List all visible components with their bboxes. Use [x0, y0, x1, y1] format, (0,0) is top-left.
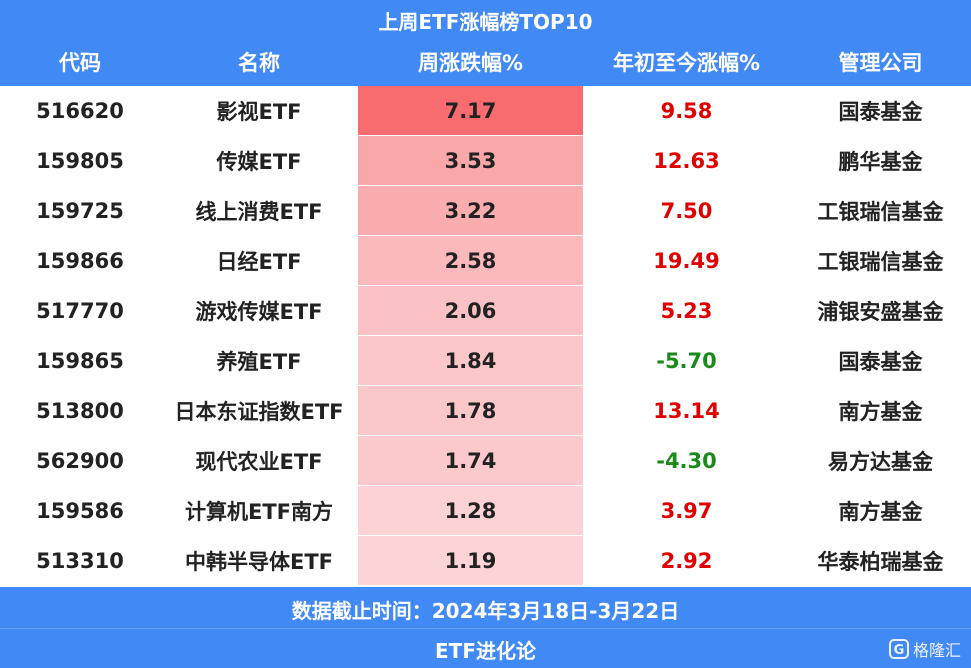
ytd-change: 7.50: [660, 199, 713, 223]
name: 日经ETF: [216, 250, 302, 274]
date-note: 数据截止时间：2024年3月18日-3月22日: [291, 599, 680, 623]
code: 159725: [36, 199, 124, 223]
title: 上周ETF涨幅榜TOP10: [378, 10, 593, 34]
ytd-change: 9.58: [660, 99, 713, 123]
ytd-change: 19.49: [653, 249, 720, 273]
svg-text:G: G: [894, 643, 905, 658]
company: 鹏华基金: [838, 150, 923, 174]
source: ETF进化论: [435, 639, 536, 663]
name: 养殖ETF: [216, 350, 302, 374]
column-header: 年初至今涨幅%: [612, 51, 761, 75]
ytd-change: -5.70: [656, 349, 717, 373]
name: 影视ETF: [216, 100, 302, 124]
code: 159866: [36, 249, 124, 273]
week-change: 1.74: [358, 436, 583, 486]
ytd-change: 3.97: [660, 499, 713, 523]
ytd-change: -4.30: [656, 449, 717, 473]
name: 传媒ETF: [216, 150, 302, 174]
watermark: G 格隆汇: [888, 637, 961, 661]
company: 易方达基金: [828, 450, 933, 474]
company: 工银瑞信基金: [817, 250, 944, 274]
name: 中韩半导体ETF: [184, 550, 333, 574]
code: 513310: [36, 549, 124, 573]
code: 517770: [36, 299, 124, 323]
company: 华泰柏瑞基金: [817, 550, 944, 574]
code: 562900: [36, 449, 124, 473]
week-change: 3.22: [358, 186, 583, 236]
company: 南方基金: [838, 500, 923, 524]
column-header: 管理公司: [838, 51, 923, 75]
ytd-change: 2.92: [660, 549, 713, 573]
watermark-text: 格隆汇: [912, 641, 961, 660]
name: 现代农业ETF: [195, 450, 323, 474]
code: 516620: [36, 99, 124, 123]
name: 线上消费ETF: [195, 200, 323, 224]
week-change: 1.28: [358, 486, 583, 536]
code: 159805: [36, 149, 124, 173]
company: 南方基金: [838, 400, 923, 424]
week-change: 2.58: [358, 236, 583, 286]
code: 513800: [36, 399, 124, 423]
company: 浦银安盛基金: [817, 300, 944, 324]
name: 计算机ETF南方: [184, 500, 333, 524]
column-header: 代码: [59, 51, 101, 75]
week-change: 1.84: [358, 336, 583, 386]
week-change: 3.53: [358, 136, 583, 186]
header-bar: 上周ETF涨幅榜TOP10: [0, 0, 971, 86]
footer-bar: 数据截止时间：2024年3月18日-3月22日 ETF进化论 G 格隆汇: [0, 586, 971, 668]
watermark-logo: G: [888, 639, 909, 659]
ytd-change: 12.63: [653, 149, 720, 173]
name: 日本东证指数ETF: [174, 400, 344, 424]
code: 159586: [36, 499, 124, 523]
name: 游戏传媒ETF: [195, 300, 323, 324]
week-change: 2.06: [358, 286, 583, 336]
company: 国泰基金: [838, 100, 923, 124]
column-header: 周涨跌幅%: [417, 51, 524, 75]
week-change: 1.78: [358, 386, 583, 436]
column-header: 名称: [238, 51, 280, 75]
ytd-change: 13.14: [653, 399, 720, 423]
footer-divider: [0, 628, 971, 629]
company: 国泰基金: [838, 350, 923, 374]
code: 159865: [36, 349, 124, 373]
week-change: 1.19: [358, 536, 583, 586]
ytd-change: 5.23: [660, 299, 713, 323]
company: 工银瑞信基金: [817, 200, 944, 224]
week-change: 7.17: [358, 86, 583, 136]
